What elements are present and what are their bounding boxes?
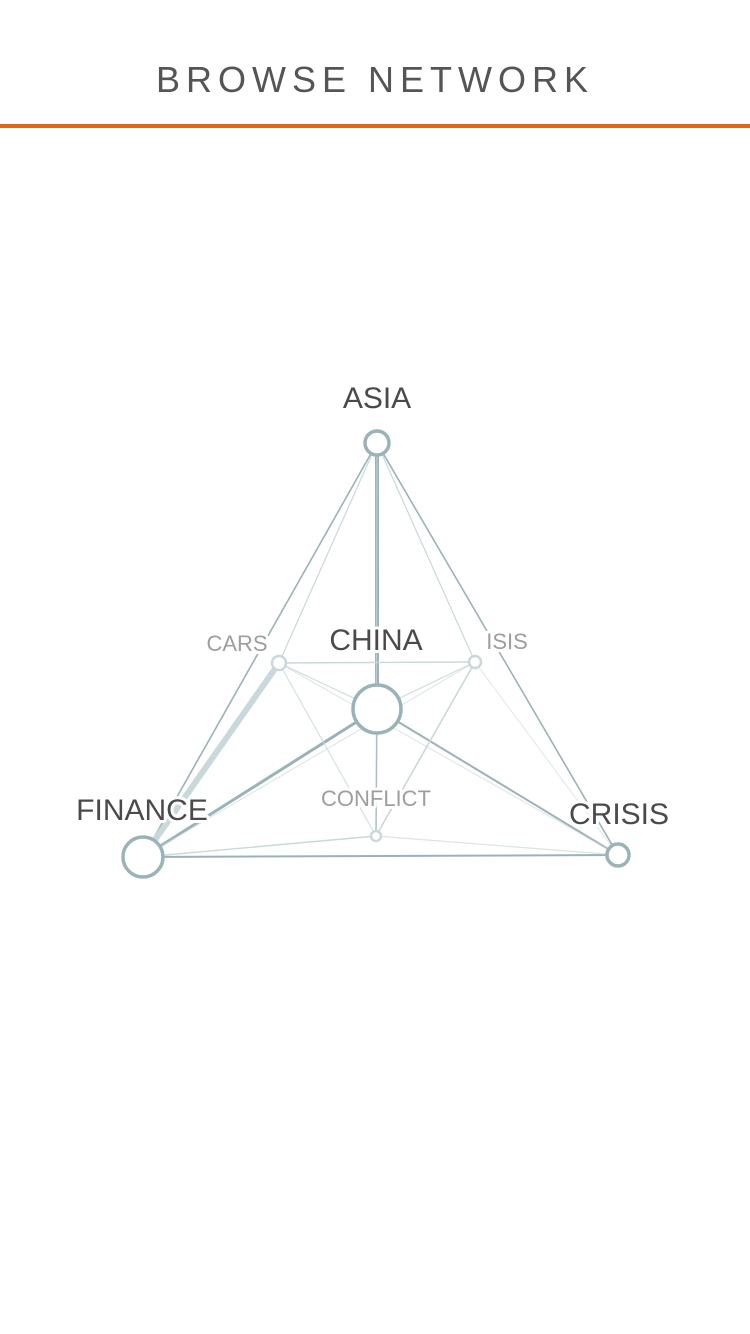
edge-asia-finance — [142, 442, 378, 858]
node-crisis[interactable] — [605, 842, 631, 868]
edge-china-finance — [142, 707, 378, 859]
edge-finance-cars — [140, 661, 282, 859]
edge-finance-isis — [142, 661, 476, 858]
node-label-china[interactable]: CHINA — [329, 624, 422, 657]
node-label-halo-crisis: CRISIS — [569, 798, 669, 831]
edge-crisis-isis — [474, 661, 619, 856]
node-china[interactable] — [351, 683, 403, 735]
edge-crisis-cars — [278, 662, 619, 856]
edge-china-crisis — [376, 708, 619, 856]
node-label-conflict[interactable]: CONFLICT — [321, 786, 431, 811]
header-bar: BROWSE NETWORK — [0, 0, 750, 128]
node-isis[interactable] — [467, 654, 483, 670]
node-label-isis[interactable]: ISIS — [486, 629, 528, 654]
node-cars[interactable] — [270, 654, 288, 672]
network-nodes — [121, 429, 631, 879]
page-title: BROWSE NETWORK — [155, 59, 594, 100]
network-edges — [140, 442, 619, 859]
node-label-cars[interactable]: CARS — [206, 631, 267, 656]
node-label-halo-asia: ASIA — [343, 382, 411, 415]
edge-cars-isis — [278, 661, 476, 664]
node-finance[interactable] — [121, 835, 165, 879]
edge-asia-cars — [278, 442, 378, 664]
node-label-finance[interactable]: FINANCE — [76, 794, 208, 827]
node-label-halo-isis: ISIS — [486, 629, 528, 654]
edge-finance-conflict — [142, 835, 377, 858]
node-label-halo-china: CHINA — [329, 624, 422, 657]
node-label-asia[interactable]: ASIA — [343, 382, 411, 415]
node-conflict[interactable] — [369, 829, 383, 843]
edge-cars-conflict — [278, 662, 377, 837]
edge-isis-conflict — [375, 661, 476, 837]
edge-crisis-conflict — [375, 835, 619, 856]
node-label-halo-cars: CARS — [206, 631, 267, 656]
edge-finance-crisis — [142, 854, 619, 858]
header-accent-rule — [0, 124, 750, 128]
node-label-halo-conflict: CONFLICT — [321, 786, 431, 811]
node-label-crisis[interactable]: CRISIS — [569, 798, 669, 831]
edge-asia-isis — [376, 442, 476, 663]
node-asia[interactable] — [363, 429, 391, 457]
edge-asia-crisis — [376, 442, 619, 856]
node-label-halo-finance: FINANCE — [76, 794, 208, 827]
